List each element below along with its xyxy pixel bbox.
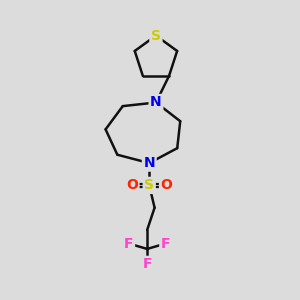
Text: O: O — [160, 178, 172, 192]
Text: F: F — [142, 257, 152, 272]
Text: N: N — [143, 156, 155, 170]
Text: F: F — [161, 237, 170, 250]
Text: S: S — [144, 178, 154, 192]
Text: N: N — [150, 95, 162, 110]
Text: F: F — [124, 237, 134, 250]
Text: O: O — [126, 178, 138, 192]
Text: S: S — [151, 28, 161, 43]
